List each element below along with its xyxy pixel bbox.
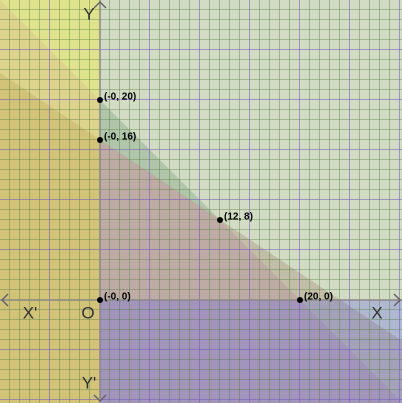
point-label: (12, 8) bbox=[224, 212, 253, 223]
axis-label: X' bbox=[23, 303, 38, 322]
point-label: (-0, 0) bbox=[104, 292, 131, 303]
point-label: (-0, 20) bbox=[104, 92, 136, 103]
point-label: (-0, 16) bbox=[104, 132, 136, 143]
axis-label: O bbox=[81, 303, 94, 322]
point bbox=[217, 217, 223, 223]
axis-label: Y bbox=[83, 4, 94, 23]
axis-label: X bbox=[371, 303, 382, 322]
point bbox=[97, 137, 103, 143]
point bbox=[97, 297, 103, 303]
point bbox=[97, 97, 103, 103]
point bbox=[297, 297, 303, 303]
axis-label: Y' bbox=[82, 373, 97, 392]
point-label: (20, 0) bbox=[304, 292, 333, 303]
